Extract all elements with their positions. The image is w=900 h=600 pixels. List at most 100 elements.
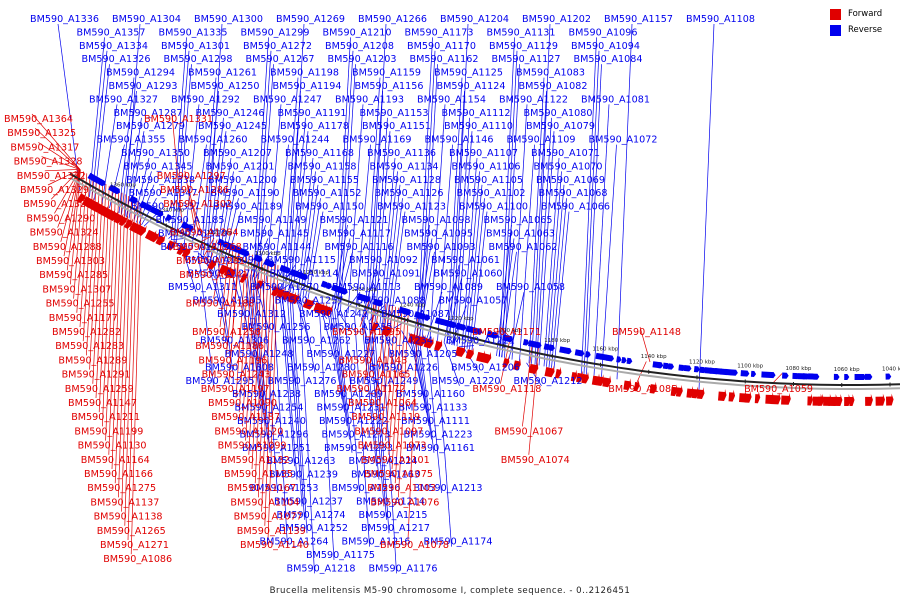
leader-line — [417, 37, 433, 336]
leader-line — [294, 293, 311, 346]
gene-label: BM590_A1187 — [211, 412, 280, 423]
leader-line — [307, 211, 324, 299]
leader-line — [218, 171, 234, 263]
gene-label: BM590_A1093 — [407, 242, 476, 253]
leader-line — [543, 157, 560, 367]
leader-line — [66, 169, 81, 271]
gene-label: BM590_A1143 — [338, 355, 407, 366]
gene-label: BM590_A1317 — [10, 142, 79, 153]
leader-line — [171, 37, 187, 241]
gene-label: BM590_A1096 — [569, 27, 638, 38]
gene-label: BM590_A1200 — [208, 175, 277, 186]
forward-feature-arrow — [108, 210, 119, 222]
leader-line — [437, 144, 453, 341]
leader-line — [238, 253, 250, 413]
ruler-label: 1120 kbp — [689, 359, 715, 365]
gene-label: BM590_A1252 — [279, 523, 348, 534]
gene-label: BM590_A1082 — [519, 81, 588, 92]
leader-line — [228, 248, 240, 384]
leader-line — [273, 144, 289, 286]
leader-line — [411, 333, 427, 413]
gene-label: BM590_A1127 — [492, 54, 561, 65]
forward-feature-arrow — [570, 369, 578, 382]
leader-line — [101, 104, 118, 204]
gene-label: BM590_A1153 — [360, 108, 429, 119]
leader-line — [197, 227, 208, 236]
gene-label: BM590_A1114 — [270, 269, 339, 280]
reverse-feature-arrow — [460, 324, 467, 331]
forward-feature-arrow — [581, 371, 589, 384]
forward-feature-arrow — [208, 258, 217, 270]
gene-label: BM590_A1160 — [396, 389, 465, 400]
gene-label: BM590_A1191 — [278, 108, 347, 119]
leader-line — [258, 261, 269, 498]
gene-label: BM590_A1324 — [30, 228, 99, 239]
gene-label: BM590_A1217 — [361, 523, 430, 534]
gene-label: BM590_A1270 — [250, 282, 319, 293]
leader-line — [102, 187, 113, 427]
leader-line — [416, 334, 432, 440]
gene-label: BM590_A1220 — [432, 376, 501, 387]
leader-line — [370, 23, 387, 321]
leader-line — [206, 239, 218, 271]
leader-line — [375, 303, 387, 399]
gene-label: BM590_A1206 — [451, 362, 520, 373]
gene-label: BM590_A1238 — [232, 389, 301, 400]
leader-line — [255, 50, 272, 279]
gene-label: BM590_A1198 — [270, 68, 339, 79]
forward-feature-arrow — [670, 384, 678, 397]
gene-label: BM590_A1075 — [364, 469, 433, 480]
leader-line — [63, 169, 81, 257]
gene-label: BM590_A1144 — [243, 242, 312, 253]
gene-label: BM590_A1294 — [106, 68, 175, 79]
leader-line — [373, 321, 390, 534]
gene-label: BM590_A1101 — [361, 455, 430, 466]
leader-line — [136, 171, 152, 223]
leader-line — [288, 23, 305, 292]
gene-label: BM590_A1154 — [417, 94, 486, 105]
forward-feature-arrow — [407, 331, 416, 344]
gene-label: BM590_A1332 — [17, 171, 86, 182]
leader-line — [286, 290, 303, 507]
gene-label: BM590_A1163 — [351, 470, 420, 481]
gene-label: BM590_A1328 — [14, 157, 83, 168]
ruler-label: 1060 kbp — [834, 367, 860, 373]
gene-label: BM590_A1150 — [295, 202, 364, 213]
leader-line — [391, 308, 403, 470]
gene-label: BM590_A1308 — [205, 362, 274, 373]
gene-label: BM590_A1196 — [198, 355, 267, 366]
leader-line — [499, 37, 515, 357]
gene-label: BM590_A1083 — [516, 68, 585, 79]
leader-line — [635, 361, 647, 384]
leader-line — [496, 224, 512, 357]
gene-label: BM590_A1227 — [307, 349, 376, 360]
gene-label: BM590_A1074 — [501, 455, 570, 466]
gene-label: BM590_A1078 — [380, 540, 449, 551]
gene-label: BM590_A1117 — [322, 228, 391, 239]
leader-line — [364, 77, 381, 319]
reverse-feature-arrow — [864, 373, 873, 380]
gene-label: BM590_A1347 — [129, 188, 198, 199]
gene-label: BM590_A1151 — [362, 121, 431, 132]
gene-label: BM590_A1118 — [472, 384, 541, 395]
feature-labels: BM590_A1336 BM590_A1304 BM590_A1300 BM590_A… — [4, 14, 813, 574]
forward-feature-arrow — [781, 392, 791, 405]
leader-line — [121, 90, 137, 215]
gene-label: BM590_A1334 — [79, 41, 148, 52]
gene-label: BM590_A1158 — [288, 161, 357, 172]
forward-feature-arrow — [686, 385, 694, 398]
ruler-label: 1080 kbp — [786, 366, 812, 372]
leader-line — [586, 64, 602, 375]
gene-label: BM590_A1223 — [404, 429, 473, 440]
gene-label: BM590_A1104 — [230, 497, 299, 508]
leader-line — [466, 184, 483, 349]
gene-label: BM590_A1091 — [352, 269, 421, 280]
gene-label: BM590_A1194 — [273, 81, 342, 92]
gene-label: BM590_A1272 — [243, 41, 312, 52]
reverse-feature-arrow — [813, 373, 820, 380]
gene-label: BM590_A1099 — [218, 441, 287, 452]
forward-feature-arrow — [597, 374, 605, 387]
gene-label: BM590_A1244 — [261, 135, 330, 146]
reverse-feature-arrow — [662, 362, 670, 370]
